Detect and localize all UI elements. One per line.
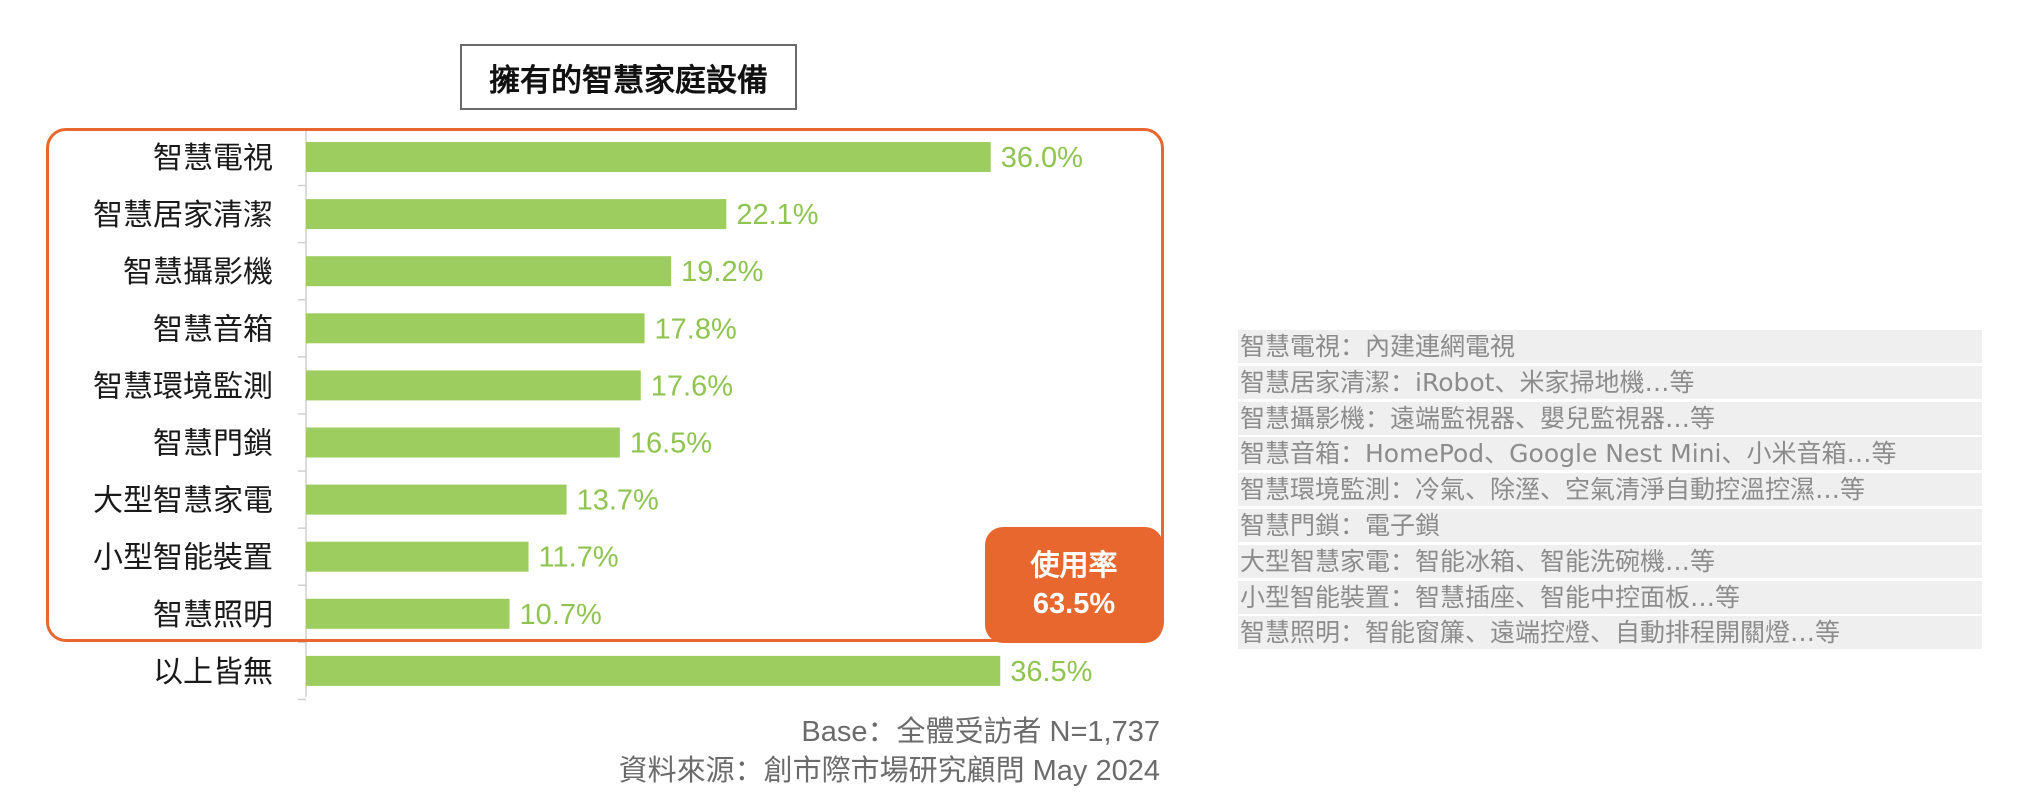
value-label: 10.7% — [520, 599, 602, 631]
definition-row: 智慧環境監測：冷氣、除溼、空氣清淨自動控溫控濕…等 — [1238, 473, 1982, 507]
category-label: 大型智慧家電 — [93, 484, 273, 519]
bars-group: 智慧電視 36.0% 智慧居家清潔 22.1% 智慧攝影機 19.2% 智慧音箱 17.8% 智… — [93, 141, 1092, 701]
chart-title: 擁有的智慧家庭設備 — [460, 44, 797, 110]
definition-row: 小型智能裝置：智慧插座、智能中控面板…等 — [1238, 580, 1982, 614]
definition-row: 智慧攝影機：遠端監視器、嬰兒監視器…等 — [1238, 401, 1982, 435]
usage-rate-badge: 使用率 63.5% — [985, 527, 1163, 643]
source-note: 資料來源：創市際市場研究顧問 May 2024 — [618, 755, 1160, 787]
definition-row: 智慧門鎖：電子鎖 — [1238, 508, 1982, 542]
value-label: 36.5% — [1010, 656, 1092, 688]
definition-row: 智慧居家清潔：iRobot、米家掃地機…等 — [1238, 365, 1982, 399]
bar — [306, 199, 727, 230]
bar — [306, 655, 1001, 686]
definition-row: 智慧電視：內建連網電視 — [1238, 330, 1982, 363]
usage-rate-label: 使用率 — [1030, 550, 1118, 582]
usage-rate-value: 63.5% — [1032, 588, 1116, 620]
category-label: 智慧環境監測 — [93, 369, 273, 404]
value-label: 16.5% — [630, 428, 712, 460]
smart-device-highlight-frame — [46, 128, 1164, 642]
value-label: 13.7% — [577, 485, 659, 517]
category-label: 智慧門鎖 — [153, 427, 273, 462]
bar — [306, 484, 567, 515]
value-label: 19.2% — [681, 256, 763, 288]
bar — [306, 142, 991, 172]
definition-row: 智慧音箱：HomePod、Google Nest Mini、小米音箱…等 — [1238, 437, 1982, 471]
category-label: 小型智能裝置 — [93, 541, 273, 576]
category-label: 智慧攝影機 — [123, 255, 273, 290]
bar — [306, 313, 645, 344]
value-label: 36.0% — [1001, 142, 1083, 174]
bar-chart: 智慧電視 36.0% 智慧居家清潔 22.1% 智慧攝影機 19.2% 智慧音箱 17.8% 智… — [93, 128, 1092, 701]
bar — [306, 256, 672, 287]
value-label: 22.1% — [736, 199, 818, 231]
definition-row: 智慧照明：智能窗簾、遠端控燈、自動排程開關燈…等 — [1238, 616, 1982, 650]
bar — [306, 427, 620, 458]
category-label: 智慧音箱 — [153, 312, 273, 347]
value-label: 17.8% — [655, 313, 737, 345]
category-label: 智慧居家清潔 — [93, 198, 273, 233]
category-label: 智慧電視 — [153, 141, 273, 176]
definitions-panel: 智慧電視：內建連網電視 智慧居家清潔：iRobot、米家掃地機…等 智慧攝影機：… — [1238, 330, 1982, 652]
category-label: 以上皆無 — [153, 655, 273, 690]
bar — [306, 370, 641, 401]
value-label: 17.6% — [651, 370, 733, 402]
category-label: 智慧照明 — [153, 598, 273, 633]
definition-row: 大型智慧家電：智能冰箱、智能洗碗機…等 — [1238, 544, 1982, 578]
base-note: Base：全體受訪者 N=1,737 — [801, 716, 1160, 748]
bar — [306, 541, 529, 572]
value-label: 11.7% — [539, 542, 619, 574]
bar — [306, 598, 510, 629]
